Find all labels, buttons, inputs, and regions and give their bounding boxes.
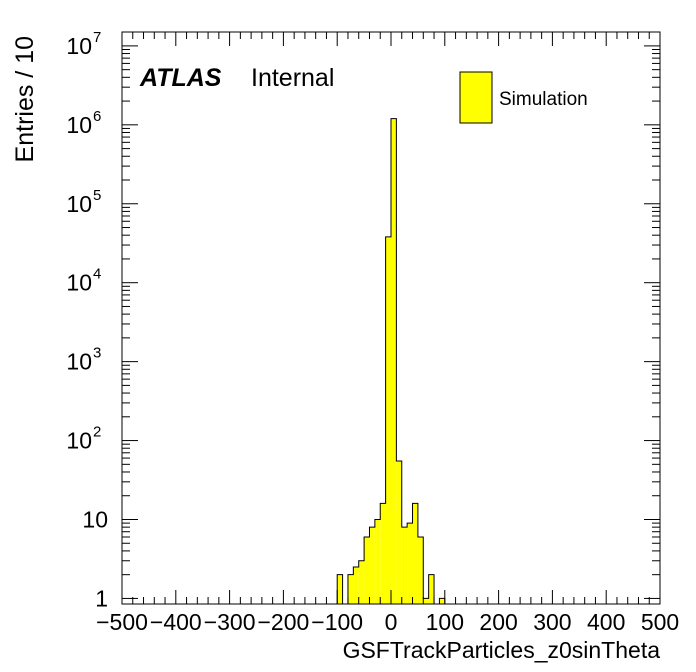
histogram-bar [364, 537, 370, 604]
y-tick-label: 10 [82, 506, 108, 532]
histogram-bar [412, 503, 418, 604]
histogram-bar [374, 519, 381, 604]
y-tick-exponent: 2 [93, 424, 101, 441]
histogram-bar [353, 567, 359, 604]
y-tick-label: 10 5 [66, 187, 101, 217]
x-tick-label: 300 [533, 609, 571, 635]
atlas-status-label: Internal [251, 64, 334, 92]
x-tick-label: 0 [385, 609, 398, 635]
y-tick-base: 10 [66, 112, 92, 138]
y-tick-base: 10 [82, 506, 108, 532]
histogram-bar [385, 236, 391, 604]
histogram-bar [417, 537, 424, 604]
x-axis: −500 −400 −300 −200 −100 0 100 200 300 400 500 [96, 32, 679, 635]
legend: Simulation [459, 71, 588, 124]
histogram-bar [423, 598, 429, 604]
histogram-bar [337, 574, 343, 604]
histogram-bar [369, 527, 375, 604]
x-tick-label: −500 [96, 609, 148, 635]
histogram-bar [396, 461, 402, 604]
atlas-experiment-label: ATLAS [139, 64, 222, 92]
histogram-outline [336, 118, 446, 605]
y-tick-label: 10 7 [66, 29, 101, 59]
x-axis-label: GSFTrackParticles_z0sinTheta [343, 637, 661, 663]
y-tick-label: 10 6 [66, 108, 101, 138]
histogram-bar [347, 574, 354, 604]
x-tick-label: 500 [641, 609, 679, 635]
y-tick-base: 10 [66, 33, 92, 59]
histogram-bar [428, 574, 435, 604]
x-tick-label: 400 [587, 609, 625, 635]
y-tick-exponent: 5 [93, 187, 101, 204]
histogram-bar [380, 503, 386, 604]
x-tick-label: −400 [150, 609, 202, 635]
histogram-bar [358, 560, 365, 604]
x-tick-label: −200 [257, 609, 309, 635]
y-tick-exponent: 6 [93, 108, 101, 125]
y-tick-base: 1 [95, 585, 108, 611]
x-tick-label: −300 [204, 609, 256, 635]
y-tick-label: 10 2 [66, 424, 101, 454]
y-tick-base: 10 [66, 191, 92, 217]
histogram-bar [401, 527, 408, 604]
legend-swatch [459, 71, 493, 124]
y-tick-label: 10 4 [66, 266, 101, 296]
y-axis-label: Entries / 10 [11, 36, 39, 162]
y-tick-base: 10 [66, 270, 92, 296]
histogram-bar [391, 118, 397, 605]
y-tick-exponent: 4 [93, 266, 101, 283]
y-tick-label: 1 [95, 585, 108, 611]
histogram-bar [407, 523, 413, 604]
y-tick-exponent: 7 [93, 29, 101, 46]
histogram-bar [439, 598, 445, 604]
x-tick-label: 200 [479, 609, 517, 635]
histogram-bars [337, 118, 445, 605]
y-tick-base: 10 [66, 428, 92, 454]
y-tick-label: 10 3 [66, 345, 101, 375]
x-tick-label: 100 [426, 609, 464, 635]
x-tick-label: −100 [311, 609, 363, 635]
atlas-label: ATLAS Internal [139, 64, 334, 92]
legend-entry-simulation: Simulation [499, 89, 588, 110]
y-tick-base: 10 [66, 349, 92, 375]
y-tick-exponent: 3 [93, 345, 101, 362]
